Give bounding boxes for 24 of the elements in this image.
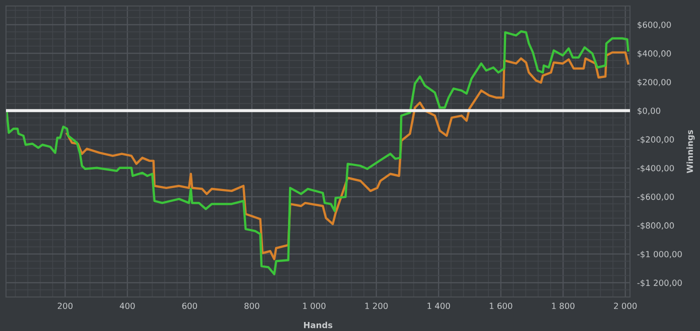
y-axis-title: Winnings [686, 130, 695, 174]
x-axis-title: Hands [304, 322, 332, 328]
y-tick-label: -$1 200,00 [637, 280, 682, 288]
y-tick-label: -$1 000,00 [637, 250, 682, 258]
x-tick-label: 1 400 [428, 302, 450, 310]
x-tick-label: 800 [244, 302, 260, 310]
x-tick-label: 600 [182, 302, 198, 310]
y-tick-label: -$600,00 [637, 193, 674, 202]
x-tick-label: 1 800 [552, 302, 574, 310]
x-tick-label: 1 000 [303, 302, 326, 310]
y-tick-label: $200,00 [638, 78, 671, 86]
line-series [6, 30, 630, 276]
x-tick-label: 200 [58, 302, 73, 310]
y-tick-label: -$400,00 [637, 164, 674, 172]
y-tick-label: -$200,00 [637, 136, 674, 144]
y-tick-label: -$800,00 [637, 222, 674, 230]
x-tick-label: 400 [120, 302, 135, 310]
x-tick-label: 1 200 [365, 302, 388, 310]
line-series [66, 51, 630, 260]
y-tick-label: $600,00 [638, 21, 671, 30]
y-tick-label: $0,00 [638, 107, 660, 116]
x-tick-label: 1 600 [490, 302, 512, 310]
x-tick-label: 2 000 [614, 302, 637, 310]
y-tick-label: $400,00 [638, 50, 671, 58]
